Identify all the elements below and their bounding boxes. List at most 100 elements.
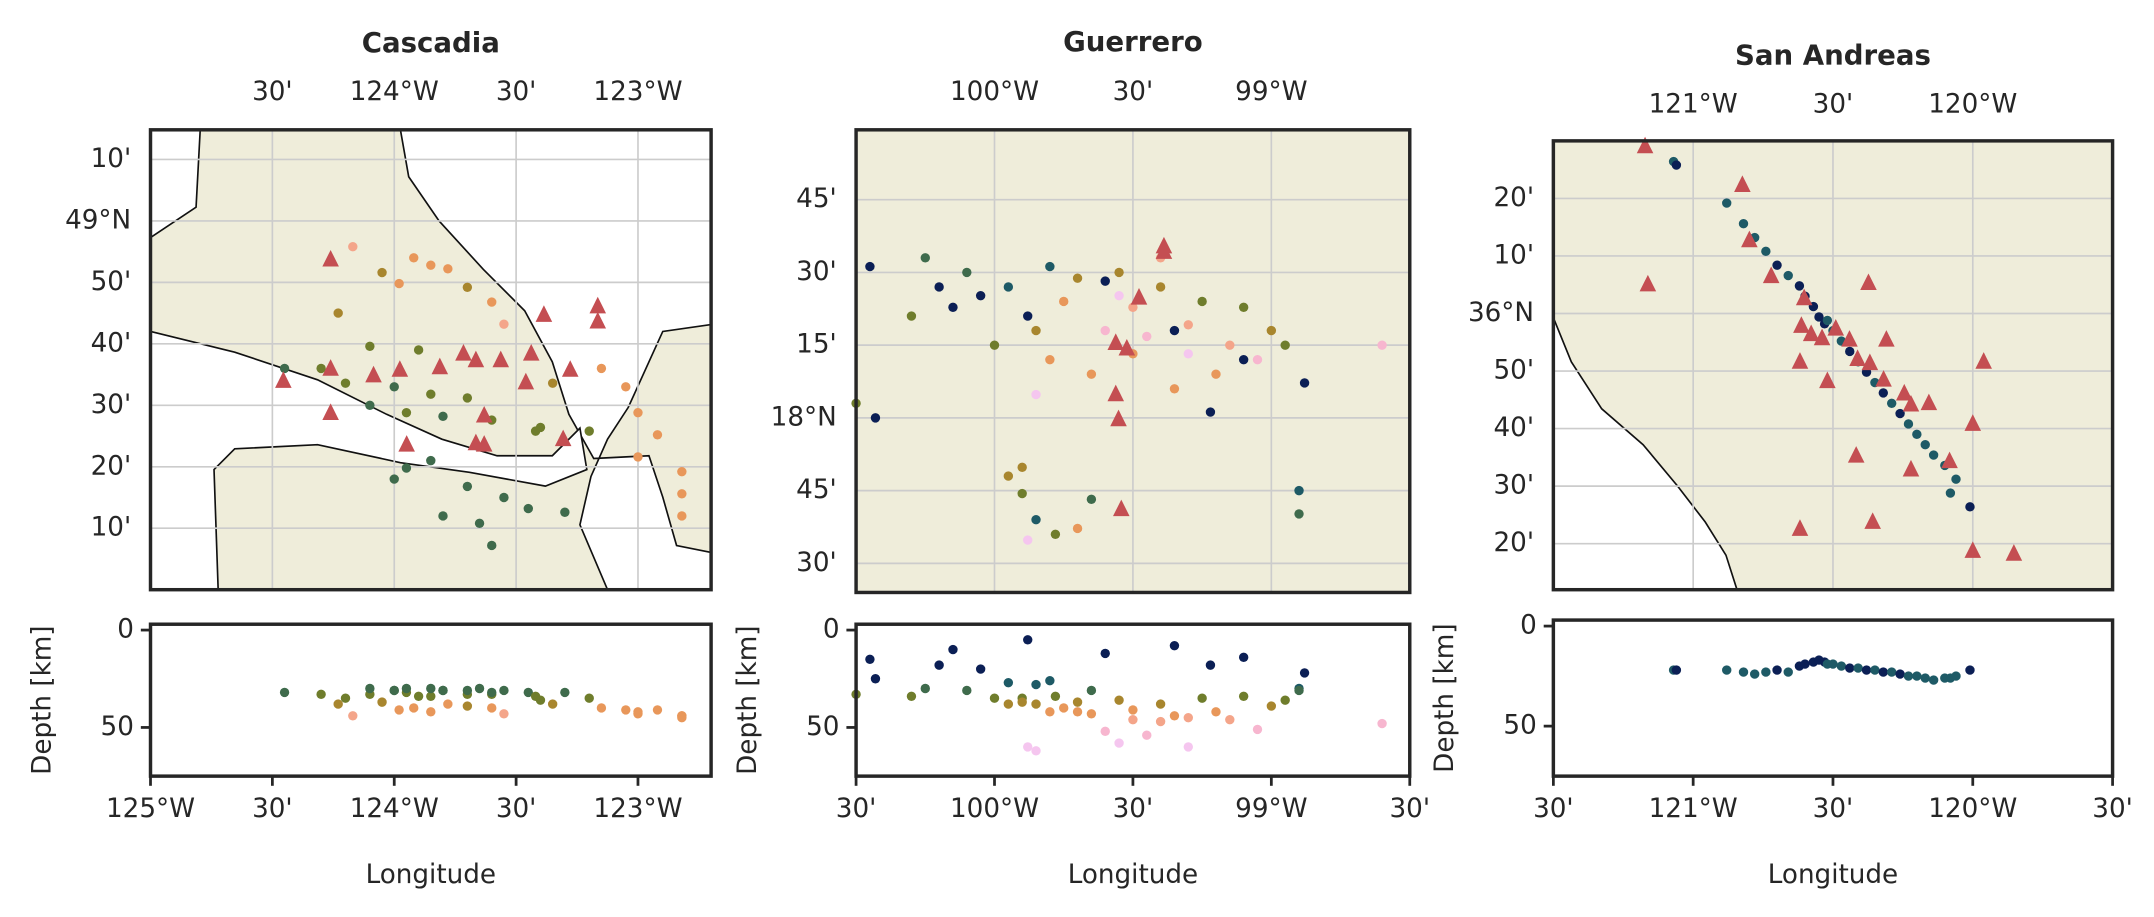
depth-point xyxy=(1861,665,1872,675)
depth-point xyxy=(633,709,643,719)
event-point xyxy=(1878,388,1888,398)
depth-point xyxy=(443,699,453,709)
station-marker xyxy=(398,435,415,452)
x-tick-label: 121°W xyxy=(1649,89,1738,119)
event-point xyxy=(1155,282,1166,292)
event-point xyxy=(377,267,387,278)
x-tick-label: 123°W xyxy=(593,794,682,824)
event-point xyxy=(365,400,375,410)
event-point xyxy=(1031,325,1041,336)
depth-point xyxy=(1822,659,1833,669)
panel-title: Guerrero xyxy=(1063,25,1203,58)
y-tick-label: 40' xyxy=(91,328,132,358)
event-point xyxy=(1299,378,1310,388)
x-tick-label: 30' xyxy=(252,794,293,824)
depth-point xyxy=(1783,667,1793,677)
depth-point xyxy=(948,644,958,655)
event-point xyxy=(1945,488,1956,498)
event-point xyxy=(870,413,881,423)
event-point xyxy=(677,466,687,477)
event-point xyxy=(1895,408,1905,419)
depth-point xyxy=(1928,675,1939,685)
depth-point xyxy=(621,705,631,715)
map-frame xyxy=(1551,139,2115,592)
y-tick-label: 50' xyxy=(1493,356,1534,386)
station-marker xyxy=(1791,352,1809,369)
x-axis-label: Longitude xyxy=(1068,860,1198,890)
event-point xyxy=(633,407,643,418)
station-marker xyxy=(1130,288,1148,305)
station-marker xyxy=(1847,446,1865,463)
event-point xyxy=(1761,246,1771,257)
x-axis-label: Longitude xyxy=(366,860,496,890)
x-tick-label: 30' xyxy=(1533,794,1574,824)
depth-point xyxy=(413,691,424,701)
station-marker xyxy=(1795,288,1813,306)
depth-point xyxy=(365,683,375,694)
depth-point xyxy=(523,687,533,698)
station-marker xyxy=(1878,330,1895,347)
event-point xyxy=(1772,260,1782,270)
depth-point xyxy=(1945,673,1956,683)
y-tick-label: 50 xyxy=(1503,711,1536,741)
y-tick-label: 50 xyxy=(806,712,839,742)
event-point xyxy=(989,340,1000,350)
map-frame xyxy=(148,128,713,592)
event-point xyxy=(1169,384,1180,394)
event-point xyxy=(1072,273,1083,283)
event-point xyxy=(975,290,986,301)
event-point xyxy=(279,363,290,374)
depth-point xyxy=(1003,699,1014,709)
x-tick-label: 30' xyxy=(1113,77,1154,107)
event-point xyxy=(1238,354,1249,365)
depth-point xyxy=(1045,707,1055,717)
event-point xyxy=(1722,198,1732,208)
depth-point xyxy=(920,683,930,694)
y-tick-label: 40' xyxy=(1493,413,1534,443)
x-tick-label: 30' xyxy=(1113,794,1154,824)
y-tick-label: 30' xyxy=(796,257,837,287)
depth-point xyxy=(1965,665,1975,675)
event-point xyxy=(547,378,558,388)
depth-point xyxy=(426,683,436,694)
depth-point xyxy=(1155,699,1166,709)
depth-point xyxy=(1031,679,1041,690)
depth-point xyxy=(409,703,419,713)
depth-point xyxy=(474,683,485,694)
depth-point xyxy=(1749,669,1760,679)
event-point xyxy=(1197,296,1207,307)
depth-point xyxy=(401,683,412,694)
coastline xyxy=(149,330,588,591)
event-point xyxy=(1794,281,1805,291)
depth-point xyxy=(438,685,448,696)
x-tick-label: 99°W xyxy=(1235,77,1307,107)
station-marker xyxy=(1860,273,1877,291)
station-marker xyxy=(589,311,607,329)
depth-point xyxy=(1738,667,1749,677)
depth-point xyxy=(377,697,387,707)
depth-point xyxy=(1128,705,1138,715)
depth-point xyxy=(584,693,594,703)
event-point xyxy=(1114,267,1124,278)
station-marker xyxy=(1902,459,1920,477)
depth-point xyxy=(1870,665,1880,675)
x-tick-label: 121°W xyxy=(1649,794,1738,824)
depth-point xyxy=(1211,707,1221,717)
depth-point xyxy=(1023,742,1033,752)
event-point xyxy=(1377,340,1387,350)
depth-point xyxy=(560,687,570,698)
depth-point xyxy=(1169,711,1180,721)
depth-point xyxy=(652,705,663,715)
event-point xyxy=(394,278,404,289)
event-point xyxy=(409,253,419,263)
event-point xyxy=(462,481,473,492)
depth-point xyxy=(1128,714,1138,725)
event-point xyxy=(462,393,473,403)
station-marker xyxy=(1107,384,1125,402)
event-point xyxy=(1023,311,1033,321)
depth-point xyxy=(1280,695,1290,705)
depth-point xyxy=(333,699,343,709)
event-point xyxy=(413,345,424,355)
station-marker xyxy=(1118,338,1136,356)
